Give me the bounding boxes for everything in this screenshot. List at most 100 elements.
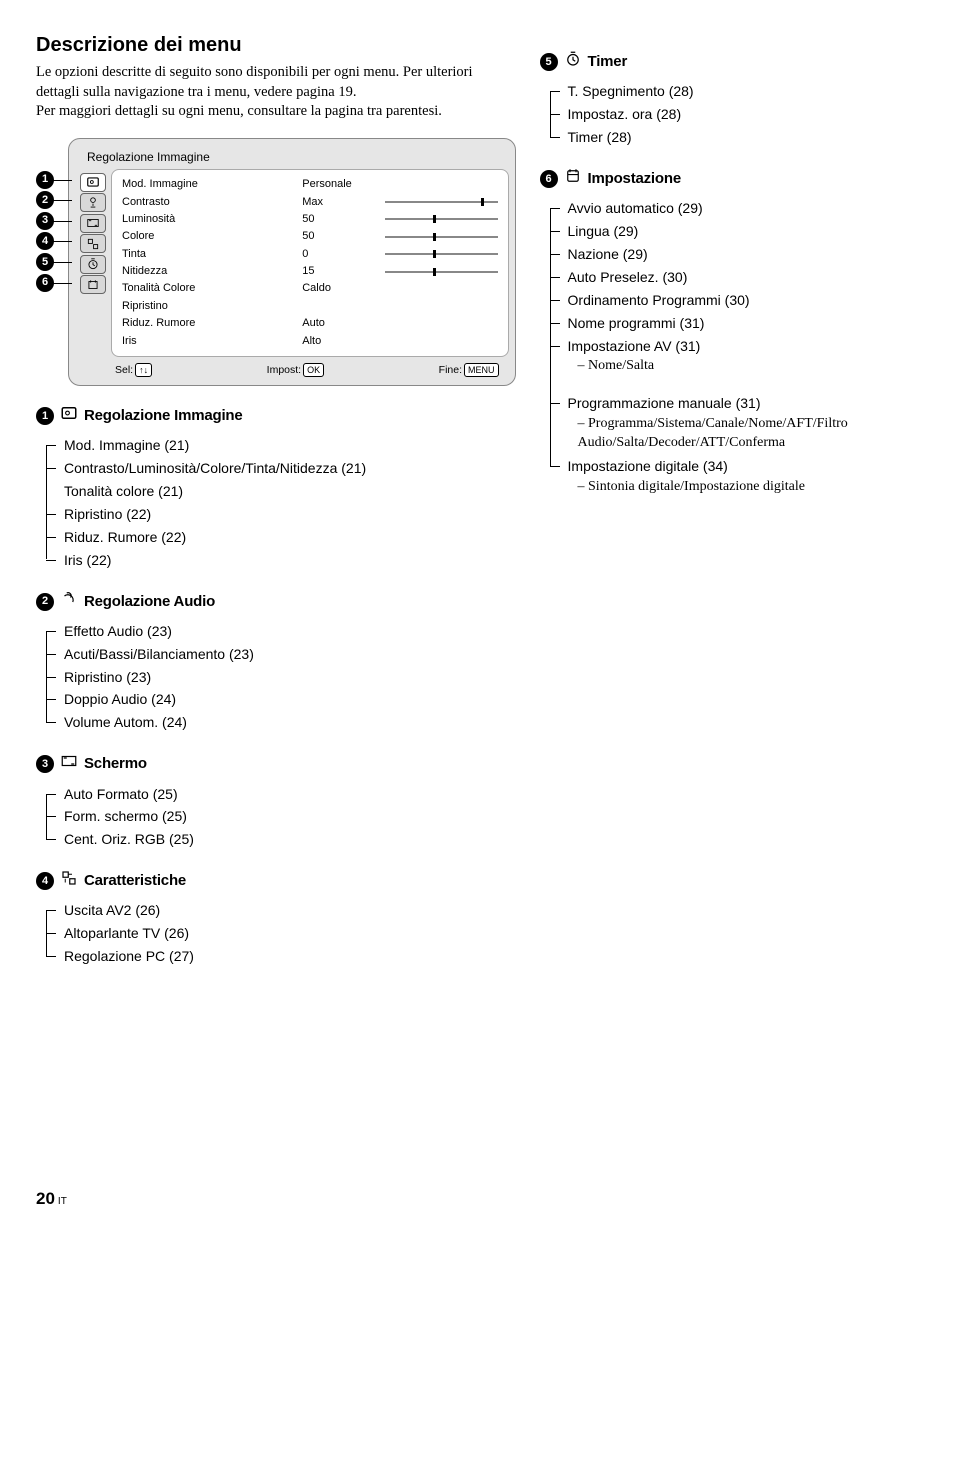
footer-impost-key: OK bbox=[303, 363, 324, 377]
osd-row-label: Tonalità Colore bbox=[122, 281, 302, 296]
section-icon bbox=[60, 590, 78, 614]
osd-row: Colore50 bbox=[122, 228, 498, 245]
osd-row-label: Iris bbox=[122, 334, 302, 349]
page-locale: IT bbox=[58, 1195, 67, 1209]
section-title: Schermo bbox=[84, 754, 147, 774]
sections-left-col: 1Regolazione ImmagineMod. Immagine (21)C… bbox=[36, 404, 516, 572]
tree-item: Ordinamento Programmi (30) bbox=[560, 289, 924, 312]
osd-row-label: Luminosità bbox=[122, 212, 302, 227]
tree-vertical-line bbox=[46, 631, 47, 723]
tree-section-head: 5 Timer bbox=[540, 50, 924, 74]
osd-row: Ripristino bbox=[122, 298, 498, 315]
tree-item: Acuti/Bassi/Bilanciamento (23) bbox=[56, 643, 924, 666]
tree-item: Form. schermo (25) bbox=[56, 805, 924, 828]
tree-section: 4 Caratteristiche Uscita AV2 (26)Altoparla… bbox=[36, 869, 924, 968]
tree-item: Regolazione PC (27) bbox=[56, 945, 924, 968]
osd-row-value: 0 bbox=[302, 247, 385, 262]
features-tab-icon bbox=[80, 234, 106, 253]
section-number-badge: 4 bbox=[36, 872, 54, 890]
section-icon bbox=[564, 167, 582, 191]
tree-item: Auto Formato (25) bbox=[56, 783, 924, 806]
tree-item: Uscita AV2 (26) bbox=[56, 899, 924, 922]
osd-row-label: Tinta bbox=[122, 247, 302, 262]
setup-tab-icon bbox=[80, 275, 106, 294]
tree-section: 3 Schermo Auto Formato (25)Form. schermo (… bbox=[36, 752, 924, 851]
tree-item: Altoparlante TV (26) bbox=[56, 922, 924, 945]
tree-item: Tonalità colore (21) bbox=[56, 480, 516, 503]
section-number-badge: 5 bbox=[540, 53, 558, 71]
tree: T. Spegnimento (28)Impostaz. ora (28)Tim… bbox=[540, 80, 924, 149]
tree-item: T. Spegnimento (28) bbox=[560, 80, 924, 103]
tree: Avvio automatico (29)Lingua (29)Nazione … bbox=[540, 197, 924, 499]
panel-number-column: 123456 bbox=[36, 138, 68, 295]
tree-section-head: 4 Caratteristiche bbox=[36, 869, 924, 893]
tree-item: Riduz. Rumore (22) bbox=[56, 526, 516, 549]
osd-row: Nitidezza15 bbox=[122, 263, 498, 280]
picture-tab-icon bbox=[80, 173, 106, 192]
osd-row: Riduz. RumoreAuto bbox=[122, 315, 498, 332]
tree-item: Auto Preselez. (30) bbox=[560, 266, 924, 289]
audio-tab-icon bbox=[80, 193, 106, 212]
tree-item: Lingua (29) bbox=[560, 220, 924, 243]
osd-panel-footer: Sel:↑↓ Impost:OK Fine:MENU bbox=[75, 357, 509, 379]
osd-row-label: Ripristino bbox=[122, 299, 302, 314]
tree-item: Volume Autom. (24) bbox=[56, 711, 924, 734]
tree-vertical-line bbox=[550, 208, 551, 466]
section-number-badge: 2 bbox=[36, 593, 54, 611]
tree-section: 1Regolazione ImmagineMod. Immagine (21)C… bbox=[36, 404, 516, 572]
timer-tab-icon bbox=[80, 255, 106, 274]
tree-section-head: 3 Schermo bbox=[36, 752, 924, 776]
section-icon bbox=[60, 752, 78, 776]
tree: Uscita AV2 (26)Altoparlante TV (26)Regol… bbox=[36, 899, 924, 968]
osd-row-slider bbox=[385, 218, 498, 220]
osd-row-label: Contrasto bbox=[122, 195, 302, 210]
osd-row-slider bbox=[385, 236, 498, 238]
footer-sel-label: Sel: bbox=[115, 363, 133, 377]
page-title: Descrizione dei menu bbox=[36, 32, 516, 59]
tree-section: 5 Timer T. Spegnimento (28)Impostaz. ora (… bbox=[540, 50, 924, 149]
osd-row-label: Colore bbox=[122, 229, 302, 244]
tree-vertical-line bbox=[46, 794, 47, 840]
page-number: 20 bbox=[36, 1188, 55, 1211]
section-icon bbox=[60, 869, 78, 893]
osd-row-label: Riduz. Rumore bbox=[122, 316, 302, 331]
section-title: Regolazione Audio bbox=[84, 592, 215, 612]
tree-item: Iris (22) bbox=[56, 549, 516, 572]
tree-item: Ripristino (22) bbox=[56, 503, 516, 526]
page-footer: 20 IT bbox=[36, 1188, 924, 1211]
osd-panel: Regolazione Immagine Mod. ImmaginePerson… bbox=[68, 138, 516, 386]
tree-item: Doppio Audio (24) bbox=[56, 688, 924, 711]
sections-right-col: 5 Timer T. Spegnimento (28)Impostaz. ora (… bbox=[540, 50, 924, 499]
osd-row: Luminosità50 bbox=[122, 211, 498, 228]
tree-item: Timer (28) bbox=[560, 126, 924, 149]
tree-item: Contrasto/Luminosità/Colore/Tinta/Nitide… bbox=[56, 457, 516, 480]
tree-vertical-line bbox=[46, 445, 47, 559]
osd-row-value: Alto bbox=[302, 334, 385, 349]
tree-item: Mod. Immagine (21) bbox=[56, 434, 516, 457]
tree-item: Impostaz. ora (28) bbox=[560, 103, 924, 126]
section-number-badge: 1 bbox=[36, 407, 54, 425]
section-number-badge: 3 bbox=[36, 755, 54, 773]
section-title: Timer bbox=[588, 52, 628, 72]
section-title: Impostazione bbox=[588, 169, 681, 189]
sections-bottom: 2 Regolazione Audio Effetto Audio (23)Acut… bbox=[36, 590, 924, 969]
tree-item: Cent. Oriz. RGB (25) bbox=[56, 828, 924, 851]
osd-row-label: Mod. Immagine bbox=[122, 177, 302, 192]
tree-sub-item: Sintonia digitale/Impostazione digitale bbox=[560, 478, 924, 499]
osd-row-slider bbox=[385, 271, 498, 273]
section-title: Caratteristiche bbox=[84, 871, 186, 891]
osd-row: IrisAlto bbox=[122, 332, 498, 349]
footer-impost-label: Impost: bbox=[267, 363, 301, 377]
tree-item: Programmazione manuale (31) bbox=[560, 392, 924, 415]
footer-fine-key: MENU bbox=[464, 363, 499, 377]
osd-row: ContrastoMax bbox=[122, 193, 498, 210]
tree-item: Effetto Audio (23) bbox=[56, 620, 924, 643]
tree-section: 2 Regolazione Audio Effetto Audio (23)Acut… bbox=[36, 590, 924, 735]
tree-item: Nome programmi (31) bbox=[560, 312, 924, 335]
section-icon bbox=[564, 50, 582, 74]
tree: Effetto Audio (23)Acuti/Bassi/Bilanciame… bbox=[36, 620, 924, 734]
tree-vertical-line bbox=[550, 91, 551, 137]
tree: Auto Formato (25)Form. schermo (25)Cent.… bbox=[36, 783, 924, 852]
tree-vertical-line bbox=[46, 910, 47, 956]
osd-row-slider bbox=[385, 253, 498, 255]
